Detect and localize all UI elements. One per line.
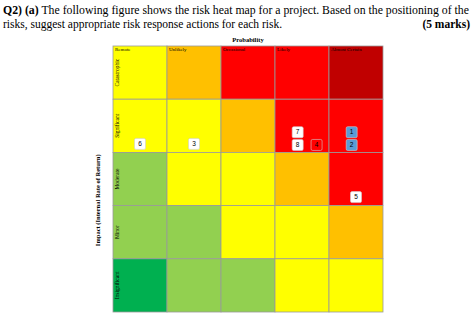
heat-cell [329,99,383,152]
heat-cell [167,206,221,259]
risk-marker: 2 [346,139,357,150]
marks: (5 marks) [422,18,470,31]
heat-cell [113,259,167,312]
question-line: Q2) (a) The following figure shows the r… [3,4,469,17]
column-label: Almost Certain [331,47,362,52]
heat-cell [221,152,275,205]
heat-cell [275,259,329,312]
question-text: risks, suggest appropriate risk response… [3,18,282,31]
risk-box [351,192,362,203]
page: Q2) (a) The following figure shows the r… [0,0,474,317]
row-label: Catastrophic [114,58,120,86]
risk-label: 4 [315,141,319,148]
risk-marker: 5 [351,192,362,203]
risk-label: 8 [296,141,300,148]
column-label: Unlikely [169,47,187,52]
question-text: The following figure shows the risk heat… [39,4,469,17]
heat-cell [113,206,167,259]
risk-marker: 7 [292,127,303,138]
risk-label: 3 [192,140,196,147]
risk-label: 7 [296,128,300,135]
heat-cell [329,152,383,205]
risk-box [346,139,357,150]
risk-marker: 6 [135,138,146,149]
heat-cell [329,46,383,99]
heat-cell [221,99,275,152]
risk-label: 5 [354,193,358,200]
heat-cell [167,259,221,312]
risk-box [346,127,357,138]
risks: 6 3 7 8 4 1 2 5 [135,127,362,203]
heat-cell [275,46,329,99]
column-label: Remote [115,47,131,52]
heat-cell [167,152,221,205]
risk-label: 1 [350,128,354,135]
risk-label: 2 [350,141,354,148]
risk-box [135,138,146,149]
heat-cell [167,99,221,152]
row-label: Insignificant [114,271,120,299]
column-label: Likely [277,47,291,52]
column-label: Occasional [223,47,246,52]
risk-box [292,127,303,138]
risk-marker: 4 [311,139,322,150]
heat-cell [275,206,329,259]
risk-label: 6 [138,140,142,147]
heat-cell [329,259,383,312]
risk-marker: 8 [292,139,303,150]
question-number: Q2) (a) [3,4,39,17]
heat-cell [329,206,383,259]
heat-cell [275,152,329,205]
cells [113,46,383,312]
heat-cell [167,46,221,99]
x-axis-label: Probability [232,36,264,43]
risk-marker: 3 [189,138,200,149]
risk-box [292,139,303,150]
row-label: Minor [114,225,120,239]
heat-cell [221,206,275,259]
heat-cell [221,46,275,99]
heat-cell [113,152,167,205]
heat-cell [221,259,275,312]
row-label: Moderate [114,168,120,190]
y-axis-label: Impact (Internal Rate of Return) [94,154,102,246]
heat-cell [113,46,167,99]
risk-box [189,138,200,149]
row-label: Significant [114,113,120,138]
risk-box [311,139,322,150]
heat-cell [113,99,167,152]
risk-marker: 1 [346,127,357,138]
heat-cell [275,99,329,152]
